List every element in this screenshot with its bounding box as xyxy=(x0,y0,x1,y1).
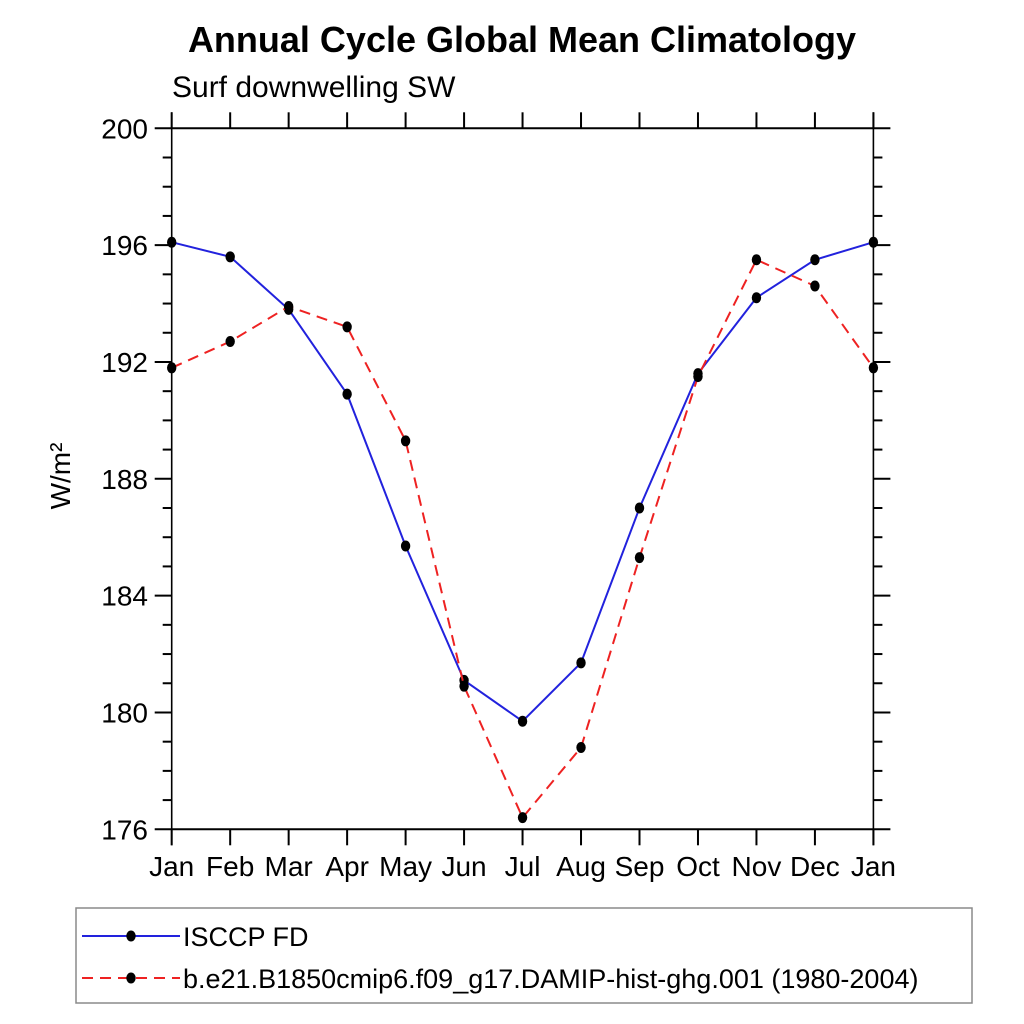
data-point xyxy=(576,657,586,669)
data-point xyxy=(751,254,762,266)
y-tick-label: 192 xyxy=(101,347,148,378)
month-label: Oct xyxy=(676,851,720,882)
data-point xyxy=(634,502,645,514)
y-tick-label: 180 xyxy=(101,697,148,728)
data-point xyxy=(634,552,645,564)
legend: ISCCP FD b.e21.B1850cmip6.f09_g17.DAMIP-… xyxy=(75,907,973,1004)
chart-subtitle: Surf downwelling SW xyxy=(172,71,456,104)
month-label: Jan xyxy=(851,851,896,882)
month-label: May xyxy=(379,851,432,882)
data-point xyxy=(342,388,352,400)
legend-label-isccp: ISCCP FD xyxy=(183,922,309,952)
legend-label-model: b.e21.B1850cmip6.f09_g17.DAMIP-hist-ghg.… xyxy=(183,964,918,994)
y-tick-label: 176 xyxy=(101,814,148,845)
data-point xyxy=(576,742,586,754)
data-point xyxy=(167,362,177,374)
data-point xyxy=(167,236,177,248)
data-point xyxy=(517,812,528,824)
month-label: Jun xyxy=(441,851,486,882)
series-line-1 xyxy=(171,258,875,820)
data-point xyxy=(751,292,762,304)
legend-box xyxy=(75,907,973,1004)
month-label: Dec xyxy=(790,851,840,882)
data-point xyxy=(868,236,879,248)
month-label: Nov xyxy=(732,851,782,882)
month-label: Feb xyxy=(206,851,254,882)
plot-area: 176 180 184 188 192 196 200 Jan Feb Mar Apr May Jun J… xyxy=(101,112,896,882)
data-point xyxy=(342,321,352,333)
month-label: Apr xyxy=(325,851,369,882)
y-tick-label: 184 xyxy=(101,581,148,612)
data-point xyxy=(517,715,528,727)
month-label: Jul xyxy=(505,851,541,882)
data-point xyxy=(400,435,411,447)
month-label: Sep xyxy=(615,851,665,882)
month-label: Mar xyxy=(265,851,313,882)
data-point xyxy=(868,362,879,374)
month-label: Jan xyxy=(149,851,194,882)
data-point xyxy=(225,336,235,348)
data-point xyxy=(810,280,820,292)
y-tick-label: 188 xyxy=(101,464,148,495)
data-point xyxy=(400,540,411,552)
data-point xyxy=(283,300,294,312)
data-point xyxy=(225,251,235,263)
chart-title: Annual Cycle Global Mean Climatology xyxy=(188,19,856,60)
month-label: Aug xyxy=(556,851,606,882)
y-axis-label: W/m² xyxy=(45,443,76,510)
y-tick-label: 196 xyxy=(101,230,148,261)
legend-item-isccp xyxy=(82,930,180,942)
y-tick-label: 200 xyxy=(101,113,148,144)
data-point xyxy=(459,680,469,692)
legend-marker xyxy=(126,972,136,984)
legend-item-model xyxy=(82,972,180,984)
data-point xyxy=(693,371,703,383)
legend-marker xyxy=(126,930,136,942)
data-point xyxy=(810,254,820,266)
